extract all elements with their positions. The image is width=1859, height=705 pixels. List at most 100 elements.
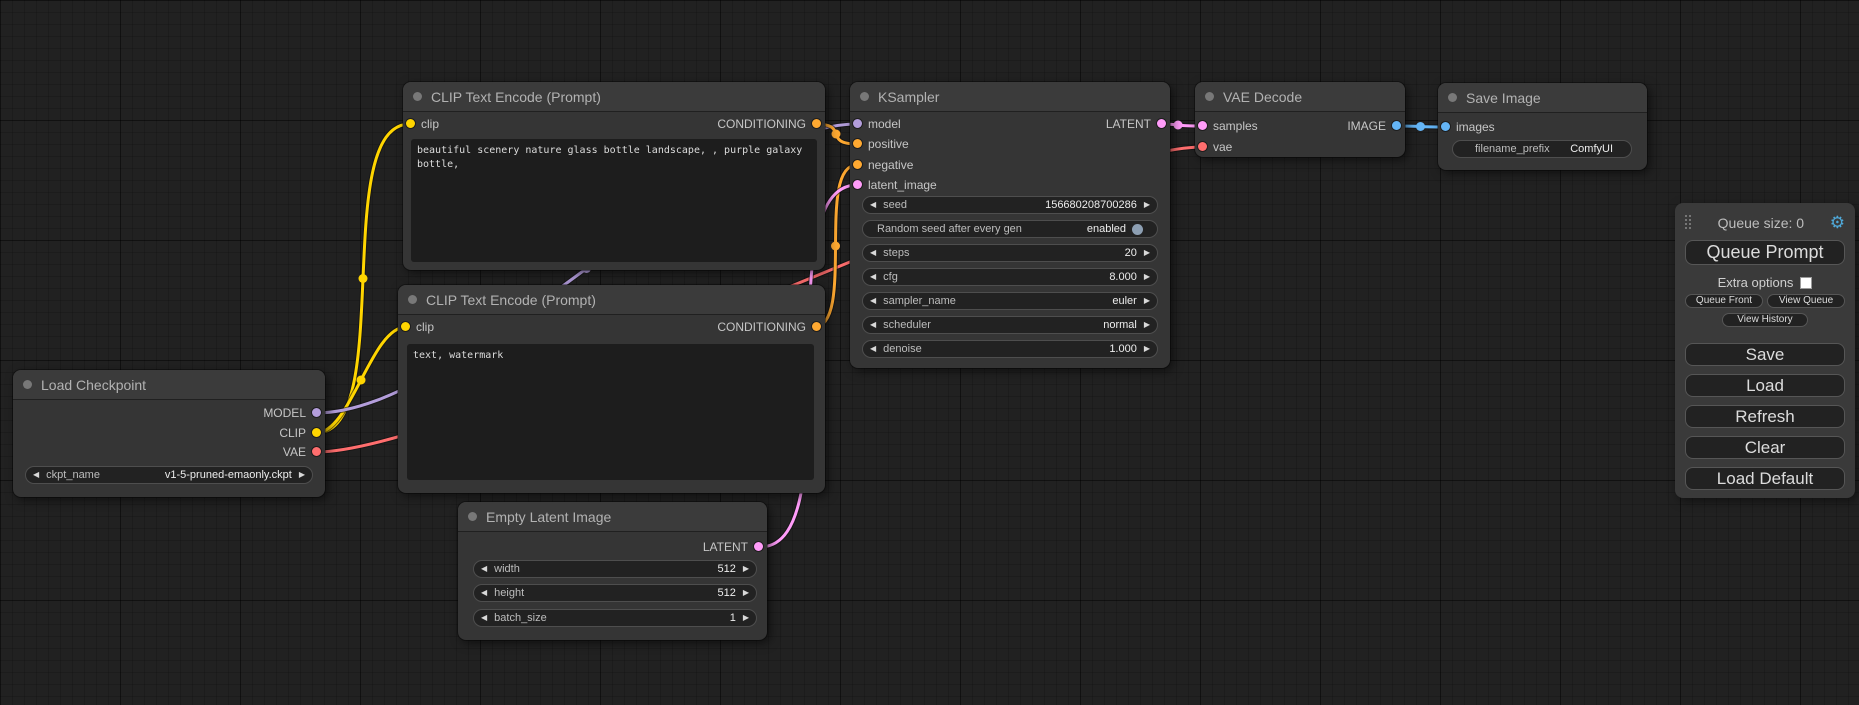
- collapse-dot-icon[interactable]: [23, 380, 32, 389]
- widget-batch-size[interactable]: ◀ batch_size 1 ▶: [473, 609, 757, 627]
- decrement-arrow-icon[interactable]: ◀: [481, 613, 488, 622]
- clear-button[interactable]: Clear: [1685, 436, 1845, 459]
- widget-denoise[interactable]: ◀ denoise 1.000 ▶: [862, 340, 1158, 358]
- collapse-dot-icon[interactable]: [408, 295, 417, 304]
- load-button[interactable]: Load: [1685, 374, 1845, 397]
- increment-arrow-icon[interactable]: ▶: [1143, 320, 1150, 329]
- widget-cfg[interactable]: ◀ cfg 8.000 ▶: [862, 268, 1158, 286]
- decrement-arrow-icon[interactable]: ◀: [33, 470, 40, 479]
- input-port-samples[interactable]: samples: [1198, 119, 1258, 133]
- widget-seed[interactable]: ◀ seed 156680208700286 ▶: [862, 196, 1158, 214]
- port-dot-latent[interactable]: [1157, 119, 1166, 128]
- widget-random-seed-toggle[interactable]: Random seed after every gen enabled: [862, 220, 1158, 238]
- collapse-dot-icon[interactable]: [468, 512, 477, 521]
- input-port-negative[interactable]: negative: [853, 158, 913, 172]
- widget-width[interactable]: ◀ width 512 ▶: [473, 560, 757, 578]
- node-save-image[interactable]: Save Image images filename_prefix ComfyU…: [1438, 83, 1647, 170]
- save-button[interactable]: Save: [1685, 343, 1845, 366]
- output-port-model[interactable]: MODEL: [263, 406, 321, 420]
- drag-handle-icon[interactable]: [1685, 215, 1692, 230]
- toggle-indicator-icon[interactable]: [1132, 223, 1143, 235]
- port-dot-positive[interactable]: [853, 139, 862, 148]
- input-port-latent-image[interactable]: latent_image: [853, 178, 937, 192]
- port-dot-conditioning[interactable]: [812, 322, 821, 331]
- node-title-bar[interactable]: CLIP Text Encode (Prompt): [403, 82, 825, 112]
- collapse-dot-icon[interactable]: [1205, 92, 1214, 101]
- widget-steps[interactable]: ◀ steps 20 ▶: [862, 244, 1158, 262]
- node-title-bar[interactable]: VAE Decode: [1195, 82, 1405, 112]
- input-port-clip[interactable]: clip: [406, 117, 439, 131]
- node-title-bar[interactable]: Load Checkpoint: [13, 370, 325, 400]
- node-title-bar[interactable]: CLIP Text Encode (Prompt): [398, 285, 825, 315]
- collapse-dot-icon[interactable]: [1448, 93, 1457, 102]
- decrement-arrow-icon[interactable]: ◀: [870, 248, 877, 257]
- extra-options-checkbox[interactable]: [1800, 276, 1813, 289]
- load-default-button[interactable]: Load Default: [1685, 467, 1845, 490]
- refresh-button[interactable]: Refresh: [1685, 405, 1845, 428]
- decrement-arrow-icon[interactable]: ◀: [870, 200, 877, 209]
- widget-height[interactable]: ◀ height 512 ▶: [473, 584, 757, 602]
- output-port-clip[interactable]: CLIP: [279, 426, 321, 440]
- collapse-dot-icon[interactable]: [860, 92, 869, 101]
- port-dot-samples[interactable]: [1198, 121, 1207, 130]
- output-port-image[interactable]: IMAGE: [1347, 119, 1401, 133]
- decrement-arrow-icon[interactable]: ◀: [870, 296, 877, 305]
- increment-arrow-icon[interactable]: ▶: [1143, 296, 1150, 305]
- output-port-vae[interactable]: VAE: [283, 445, 321, 459]
- output-port-latent[interactable]: LATENT: [1106, 117, 1166, 131]
- input-port-images[interactable]: images: [1441, 120, 1495, 134]
- increment-arrow-icon[interactable]: ▶: [298, 470, 305, 479]
- increment-arrow-icon[interactable]: ▶: [1143, 344, 1150, 353]
- decrement-arrow-icon[interactable]: ◀: [481, 564, 488, 573]
- widget-scheduler[interactable]: ◀ scheduler normal ▶: [862, 316, 1158, 334]
- port-dot-images[interactable]: [1441, 122, 1450, 131]
- port-dot-negative[interactable]: [853, 160, 862, 169]
- port-dot-clip[interactable]: [406, 119, 415, 128]
- port-dot-model[interactable]: [853, 119, 862, 128]
- node-title-bar[interactable]: KSampler: [850, 82, 1170, 112]
- queue-prompt-button[interactable]: Queue Prompt: [1685, 240, 1845, 266]
- output-port-conditioning[interactable]: CONDITIONING: [717, 117, 821, 131]
- increment-arrow-icon[interactable]: ▶: [1143, 200, 1150, 209]
- widget-ckpt-name[interactable]: ◀ ckpt_name v1-5-pruned-emaonly.ckpt ▶: [25, 466, 313, 484]
- port-dot-conditioning[interactable]: [812, 119, 821, 128]
- port-dot-vae[interactable]: [1198, 142, 1207, 151]
- increment-arrow-icon[interactable]: ▶: [1143, 248, 1150, 257]
- node-load-checkpoint[interactable]: Load Checkpoint MODEL CLIP VAE ◀ ckpt_na…: [13, 370, 325, 497]
- port-dot-latent[interactable]: [754, 542, 763, 551]
- view-queue-button[interactable]: View Queue: [1767, 294, 1845, 309]
- gear-icon[interactable]: ⚙: [1829, 213, 1845, 233]
- decrement-arrow-icon[interactable]: ◀: [870, 344, 877, 353]
- input-port-vae[interactable]: vae: [1198, 140, 1232, 154]
- input-port-model[interactable]: model: [853, 117, 901, 131]
- node-clip-text-encode-negative[interactable]: CLIP Text Encode (Prompt) clip CONDITION…: [398, 285, 825, 493]
- node-ksampler[interactable]: KSampler model positive negative latent_…: [850, 82, 1170, 368]
- port-dot-vae[interactable]: [312, 447, 321, 456]
- port-dot-latent-image[interactable]: [853, 180, 862, 189]
- increment-arrow-icon[interactable]: ▶: [742, 564, 749, 573]
- queue-front-button[interactable]: Queue Front: [1685, 294, 1763, 309]
- increment-arrow-icon[interactable]: ▶: [1143, 272, 1150, 281]
- node-clip-text-encode-positive[interactable]: CLIP Text Encode (Prompt) clip CONDITION…: [403, 82, 825, 270]
- collapse-dot-icon[interactable]: [413, 92, 422, 101]
- prompt-textarea[interactable]: beautiful scenery nature glass bottle la…: [411, 139, 817, 262]
- input-port-clip[interactable]: clip: [401, 320, 434, 334]
- widget-sampler-name[interactable]: ◀ sampler_name euler ▶: [862, 292, 1158, 310]
- node-title-bar[interactable]: Empty Latent Image: [458, 502, 767, 532]
- input-port-positive[interactable]: positive: [853, 137, 909, 151]
- decrement-arrow-icon[interactable]: ◀: [481, 588, 488, 597]
- node-vae-decode[interactable]: VAE Decode samples vae IMAGE: [1195, 82, 1405, 157]
- port-dot-clip[interactable]: [312, 428, 321, 437]
- queue-panel[interactable]: Queue size: 0 ⚙ Queue Prompt Extra optio…: [1675, 203, 1855, 498]
- port-dot-model[interactable]: [312, 408, 321, 417]
- widget-filename-prefix[interactable]: filename_prefix ComfyUI: [1452, 140, 1632, 158]
- view-history-button[interactable]: View History: [1722, 313, 1808, 328]
- node-title-bar[interactable]: Save Image: [1438, 83, 1647, 113]
- increment-arrow-icon[interactable]: ▶: [742, 588, 749, 597]
- increment-arrow-icon[interactable]: ▶: [742, 613, 749, 622]
- port-dot-clip[interactable]: [401, 322, 410, 331]
- port-dot-image[interactable]: [1392, 121, 1401, 130]
- prompt-textarea[interactable]: text, watermark: [407, 344, 814, 480]
- node-empty-latent-image[interactable]: Empty Latent Image LATENT ◀ width 512 ▶ …: [458, 502, 767, 640]
